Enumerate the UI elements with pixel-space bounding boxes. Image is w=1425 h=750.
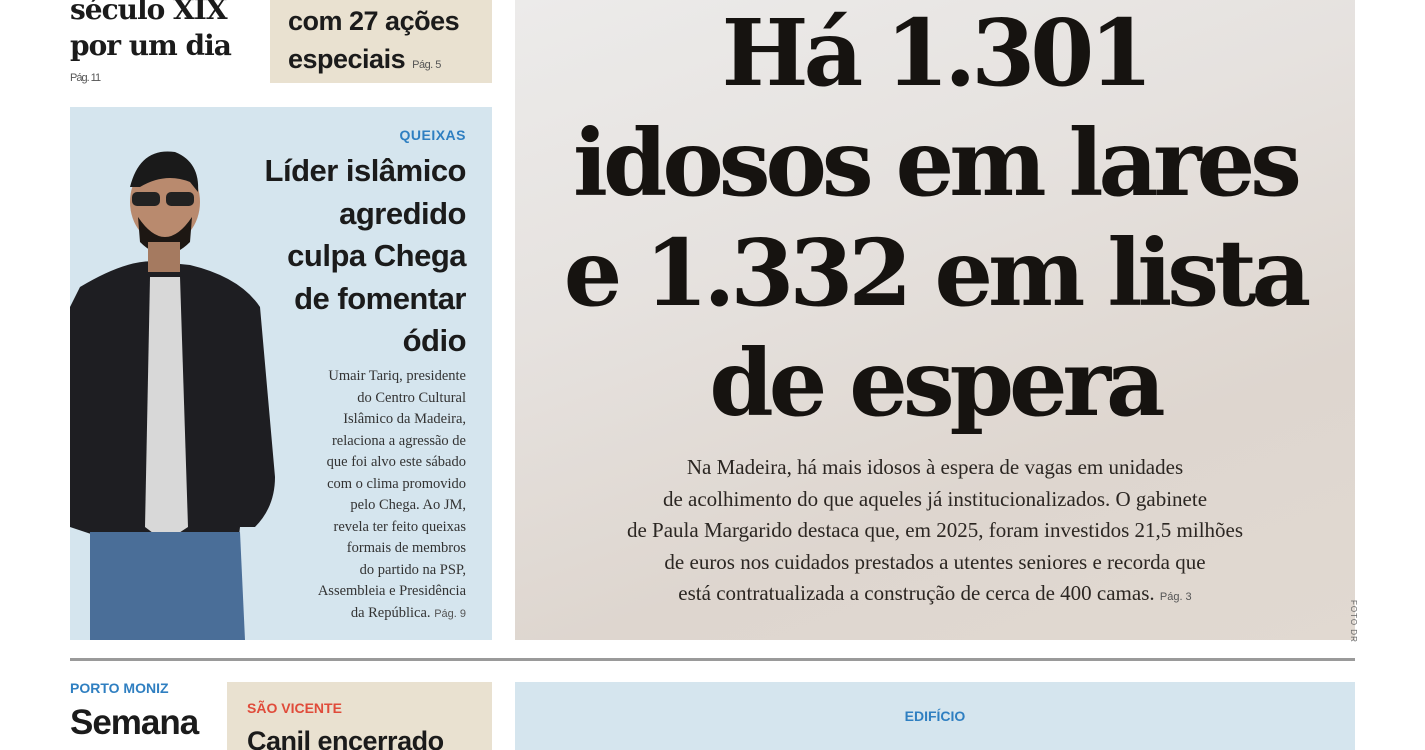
page-ref: Pág. 11 xyxy=(70,72,101,84)
side-body: Umair Tariq, presidente do Centro Cultur… xyxy=(246,366,466,625)
porto-moniz-headline[interactable]: Semana xyxy=(70,703,199,742)
headline-line: idosos em lares xyxy=(573,109,1302,217)
side-headline[interactable]: Líder islâmico agredido culpa Chega de f… xyxy=(226,150,467,363)
kicker: SÃO VICENTE xyxy=(247,700,342,716)
body-line: pelo Chega. Ao JM, xyxy=(350,497,466,513)
body-line: revela ter feito queixas xyxy=(333,518,466,535)
main-story[interactable]: Há 1.301 idosos em lares e 1.332 em list… xyxy=(515,0,1355,640)
body-line: de acolhimento do que aqueles já institu… xyxy=(662,486,1208,511)
headline-line: de fomentar xyxy=(294,280,466,316)
main-body: Na Madeira, há mais idosos à espera de v… xyxy=(515,452,1355,614)
kicker: QUEIXAS xyxy=(399,127,466,143)
headline-line: e 1.332 em lista xyxy=(563,219,1311,327)
body-line: de euros nos cuidados prestados a utente… xyxy=(664,549,1206,574)
body-line: formais de membros xyxy=(346,540,466,556)
headline-line: com 27 ações xyxy=(288,6,460,36)
headline-line: Líder islâmico xyxy=(264,153,467,188)
headline-line: especiais xyxy=(288,44,406,74)
body-line: Assembleia e Presidência xyxy=(317,583,466,599)
main-headline[interactable]: Há 1.301 idosos em lares e 1.332 em list… xyxy=(515,0,1355,438)
headline-line: Há 1.301 xyxy=(721,0,1154,107)
body-line: do partido na PSP, xyxy=(359,561,466,578)
body-line: de Paula Margarido destaca que, em 2025,… xyxy=(626,518,1244,542)
headline-line: por um dia xyxy=(70,29,232,62)
headline-line: século XIX xyxy=(70,0,228,26)
body-line: Na Madeira, há mais idosos à espera de v… xyxy=(686,455,1184,479)
sao-vicente-story[interactable]: SÃO VICENTE Canil encerrado xyxy=(227,682,492,750)
page-ref: Pág. 9 xyxy=(434,607,466,620)
side-story[interactable]: QUEIXAS Líder islâmico agredido culpa Ch… xyxy=(70,107,492,640)
body-line: do Centro Cultural xyxy=(357,389,466,406)
body-line: Umair Tariq, presidente xyxy=(328,368,466,384)
top-left-story[interactable]: século XIX por um dia Pág. 11 xyxy=(70,0,232,96)
man-photo xyxy=(70,151,275,640)
headline-line: culpa Chega xyxy=(287,238,466,273)
headline-line: ódio xyxy=(402,323,467,358)
section-divider xyxy=(70,658,1355,661)
page-ref: Pág. 3 xyxy=(1159,591,1192,603)
body-line: da República. xyxy=(350,604,431,621)
body-line: com o clima promovido xyxy=(327,475,466,492)
body-line: está contratualizada a construção de cer… xyxy=(678,581,1155,605)
kicker: EDIFÍCIO xyxy=(904,708,966,724)
sao-vicente-headline: Canil encerrado xyxy=(247,726,444,750)
headline-line: de espera xyxy=(709,329,1165,437)
photo-credit: FOTO DR xyxy=(1349,600,1358,643)
top-box-story[interactable]: com 27 ações especiais Pág. 5 xyxy=(270,0,492,83)
headline-line: agredido xyxy=(339,195,466,231)
body-line: Islâmico da Madeira, xyxy=(343,411,466,427)
page-ref: Pág. 5 xyxy=(412,59,441,71)
edificio-story[interactable]: EDIFÍCIO xyxy=(515,682,1355,750)
kicker: PORTO MONIZ xyxy=(70,680,169,696)
body-line: que foi alvo este sábado xyxy=(326,454,466,470)
body-line: relaciona a agressão de xyxy=(331,432,466,449)
